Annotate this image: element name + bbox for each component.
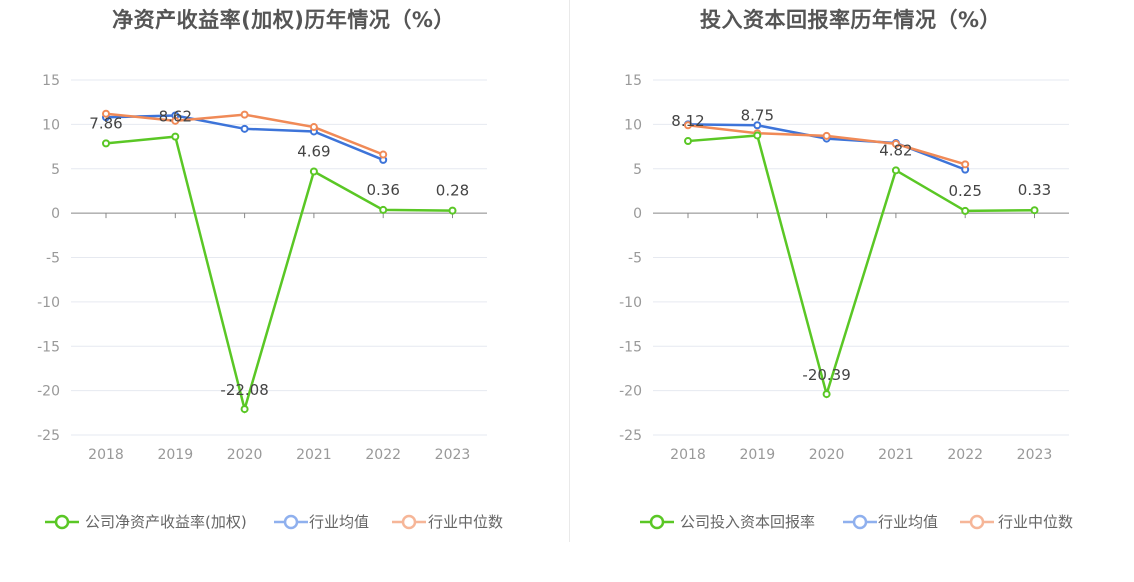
data-point — [309, 123, 318, 132]
data-point — [102, 139, 110, 148]
roic-chart-plot: 15 10 5 0 -5 -10 -15 -20 -25 2018 2019 2020 2021 2022… — [619, 73, 1073, 531]
data-label: 8.75 — [741, 106, 774, 124]
y-tick-label: -15 — [37, 339, 60, 355]
data-point — [891, 166, 900, 175]
data-label: 4.69 — [297, 143, 330, 161]
data-point — [891, 139, 900, 148]
x-tick-label: 2020 — [227, 447, 263, 463]
data-point — [379, 205, 388, 214]
data-label: 0.28 — [436, 182, 469, 200]
legend-item: 行业均值 — [843, 513, 938, 531]
y-tick-label: 0 — [633, 206, 642, 222]
x-tick-label: 2018 — [88, 447, 124, 463]
data-label: -20.39 — [802, 366, 850, 384]
series-line-0 — [687, 134, 1035, 399]
legend-item: 行业中位数 — [960, 513, 1073, 531]
data-label: 8.62 — [159, 108, 192, 126]
data-label: 4.82 — [879, 141, 912, 159]
data-point — [753, 121, 762, 130]
y-tick-label: 10 — [624, 117, 642, 133]
legend-swatch-marker — [401, 514, 417, 530]
y-tick-label: 5 — [51, 162, 60, 178]
legend-swatch-marker — [649, 514, 665, 530]
legend-swatch-marker — [54, 514, 70, 530]
data-point — [961, 206, 970, 215]
chart-body: 15 10 5 0 -5 -10 -15 -20 -25 2018 2019 2020 2021 2022… — [37, 73, 487, 463]
legend-swatch-marker — [969, 514, 985, 530]
legend: 公司投入资本回报率 行业均值 行业中位数 — [640, 513, 1073, 531]
legend: 公司净资产收益率(加权) 行业均值 行业中位数 — [45, 513, 503, 531]
legend-label: 行业均值 — [309, 513, 369, 531]
x-tick-label: 2022 — [947, 447, 983, 463]
legend-label: 公司净资产收益率(加权) — [85, 513, 247, 531]
y-tick-label: 5 — [633, 162, 642, 178]
y-tick-label: -25 — [37, 428, 60, 444]
data-point — [309, 167, 318, 176]
legend-label: 公司投入资本回报率 — [680, 513, 815, 531]
x-tick-label: 2023 — [1017, 447, 1053, 463]
legend-item: 公司净资产收益率(加权) — [45, 513, 247, 531]
y-tick-label: -15 — [619, 339, 642, 355]
data-point — [822, 131, 831, 140]
data-label: 7.86 — [89, 114, 122, 132]
data-label: 0.33 — [1018, 181, 1051, 199]
data-point — [240, 405, 249, 414]
legend-label: 行业中位数 — [998, 513, 1073, 531]
legend-label: 行业均值 — [878, 513, 938, 531]
y-tick-label: -5 — [46, 251, 60, 267]
data-point — [171, 116, 180, 125]
y-tick-label: -25 — [619, 428, 642, 444]
data-point — [171, 132, 180, 141]
series-line-2 — [687, 124, 966, 166]
roe-chart-panel: 净资产收益率(加权)历年情况（%） 15 10 5 0 -5 -10 -15 -20 -25 20… — [37, 8, 503, 531]
y-tick-label: -10 — [37, 295, 60, 311]
data-point — [822, 390, 831, 399]
data-point — [240, 124, 249, 133]
legend-item: 行业中位数 — [392, 513, 503, 531]
roic-chart-panel: 投入资本回报率历年情况（%） 15 10 5 0 -5 -10 -15 -20 -25 2018 2… — [567, 0, 1134, 582]
data-point — [961, 160, 970, 169]
x-tick-label: 2019 — [157, 447, 193, 463]
x-tick-label: 2019 — [739, 447, 775, 463]
data-point — [684, 137, 692, 146]
y-tick-label: -5 — [628, 251, 642, 267]
x-tick-label: 2021 — [296, 447, 332, 463]
data-point — [684, 121, 692, 130]
legend-item: 公司投入资本回报率 — [640, 513, 815, 531]
roe-chart-plot: 15 10 5 0 -5 -10 -15 -20 -25 2018 2019 2020 2021 2022… — [37, 73, 503, 531]
chart-title: 净资产收益率(加权)历年情况（%） — [112, 8, 455, 32]
y-tick-label: 10 — [42, 117, 60, 133]
legend-item: 行业均值 — [274, 513, 369, 531]
series-line-0 — [105, 135, 453, 414]
data-label: -22.08 — [220, 381, 268, 399]
y-tick-label: 15 — [42, 73, 60, 89]
y-tick-label: -20 — [37, 384, 60, 400]
data-point — [753, 131, 762, 140]
data-point — [379, 150, 388, 159]
data-point — [240, 110, 249, 119]
y-tick-label: 15 — [624, 73, 642, 89]
x-tick-label: 2021 — [878, 447, 914, 463]
data-label: 0.36 — [366, 181, 399, 199]
panel-divider — [569, 0, 570, 542]
legend-swatch-marker — [283, 514, 299, 530]
series-line-2 — [105, 112, 384, 156]
y-tick-label: -10 — [619, 295, 642, 311]
data-point — [102, 109, 110, 118]
x-tick-label: 2022 — [365, 447, 401, 463]
x-tick-label: 2023 — [435, 447, 471, 463]
legend-label: 行业中位数 — [428, 513, 503, 531]
y-tick-label: 0 — [51, 206, 60, 222]
data-label: 8.12 — [671, 112, 704, 130]
data-point — [448, 206, 457, 215]
y-tick-label: -20 — [619, 384, 642, 400]
chart-body: 15 10 5 0 -5 -10 -15 -20 -25 2018 2019 2020 2021 2022… — [619, 73, 1069, 463]
chart-title: 投入资本回报率历年情况（%） — [699, 8, 1002, 32]
x-tick-label: 2020 — [809, 447, 845, 463]
legend-swatch-marker — [852, 514, 868, 530]
data-point — [1030, 206, 1039, 215]
data-label: 0.25 — [948, 182, 981, 200]
x-tick-label: 2018 — [670, 447, 706, 463]
